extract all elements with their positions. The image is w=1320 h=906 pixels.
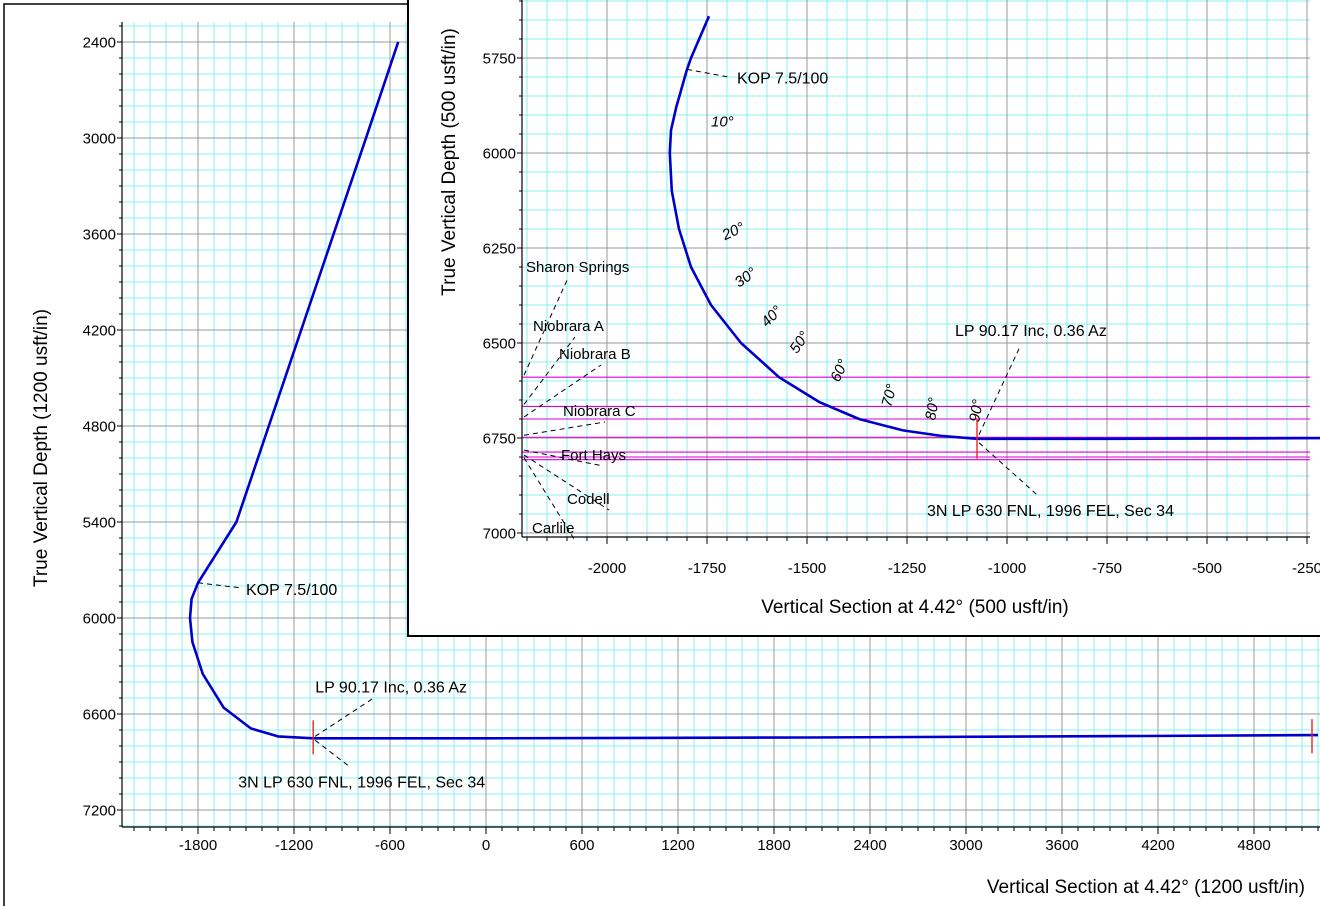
inclination-label: 90° xyxy=(966,398,987,423)
inset-frame xyxy=(407,0,1320,637)
formation-label: Niobrara A xyxy=(533,318,604,335)
formation-label: Niobrara C xyxy=(563,403,636,420)
y-tick-label: 6000 xyxy=(83,610,116,627)
x-tick-label: 1800 xyxy=(757,837,790,854)
kop-label: KOP 7.5/100 xyxy=(737,70,828,87)
x-tick-label: -1500 xyxy=(788,560,826,577)
y-tick-label: 6500 xyxy=(483,335,516,352)
x-tick-label: 600 xyxy=(569,837,594,854)
formation-label: Codell xyxy=(567,491,610,508)
y-tick-label: 2400 xyxy=(83,34,116,51)
x-tick-label: -250 xyxy=(1292,560,1320,577)
x-tick-label: 4200 xyxy=(1141,837,1174,854)
formation-label: Carlile xyxy=(532,520,575,537)
main-axes xyxy=(117,22,1320,834)
x-tick-label: 3000 xyxy=(949,837,982,854)
leader-line xyxy=(523,421,606,436)
inset-wellpath xyxy=(668,15,1320,441)
leader-line xyxy=(314,697,374,737)
x-tick-label: 0 xyxy=(482,837,490,854)
inset-formation-lines xyxy=(522,376,1310,461)
x-tick-label: -1250 xyxy=(888,560,926,577)
y-tick-label: 7200 xyxy=(83,802,116,819)
landing-point-label: 3N LP 630 FNL, 1996 FEL, Sec 34 xyxy=(238,774,485,791)
x-tick-label: -600 xyxy=(375,837,405,854)
wellpath-line xyxy=(188,41,1319,740)
landing-point-label: 3N LP 630 FNL, 1996 FEL, Sec 34 xyxy=(927,503,1174,520)
y-tick-label: 5400 xyxy=(83,514,116,531)
x-tick-label: 1200 xyxy=(661,837,694,854)
x-tick-label: -2000 xyxy=(588,560,626,577)
main-wellpath xyxy=(188,41,1319,740)
x-tick-label: 2400 xyxy=(853,837,886,854)
y-tick-label: 5750 xyxy=(483,50,516,67)
x-tick-label: -1000 xyxy=(988,560,1026,577)
inset-y-axis-label: True Vertical Depth (500 usft/in) xyxy=(439,28,460,296)
x-tick-label: -500 xyxy=(1192,560,1222,577)
y-tick-label: 4200 xyxy=(83,322,116,339)
y-tick-label: 6250 xyxy=(483,240,516,257)
leader-line xyxy=(523,364,602,418)
y-tick-label: 4800 xyxy=(83,418,116,435)
y-tick-label: 6000 xyxy=(483,145,516,162)
y-tick-label: 6600 xyxy=(83,706,116,723)
inset-x-axis-label: Vertical Section at 4.42° (500 usft/in) xyxy=(761,597,1069,618)
inset-chart: -2000 -1750 -1500 -1250 -1000 -750 -500 -250 575… xyxy=(407,0,1320,637)
leader-line xyxy=(978,442,1038,496)
formation-label: Niobrara B xyxy=(559,346,631,363)
x-tick-label: -750 xyxy=(1092,560,1122,577)
main-y-axis-label: True Vertical Depth (1200 usft/in) xyxy=(31,309,52,587)
x-tick-label: 4800 xyxy=(1237,837,1270,854)
leader-line xyxy=(314,739,350,767)
leader-line xyxy=(686,68,732,78)
inclination-label: 10° xyxy=(711,113,734,130)
y-tick-label: 3000 xyxy=(83,130,116,147)
lp-label: LP 90.17 Inc, 0.36 Az xyxy=(315,679,467,696)
leader-line xyxy=(523,449,604,467)
y-tick-label: 3600 xyxy=(83,226,116,243)
x-tick-label: -1800 xyxy=(179,837,217,854)
formation-label: Sharon Springs xyxy=(526,259,629,276)
main-tick-labels: -1800 -1200 -600 0 600 1200 1800 2400 3000 3600 42… xyxy=(83,34,1271,854)
main-annotations: KOP 7.5/100 LP 90.17 Inc, 0.36 Az 3N LP 63… xyxy=(197,582,1313,791)
inset-annotations: KOP 7.5/100 LP 90.17 Inc, 0.36 Az 3N LP 63… xyxy=(686,68,1174,520)
x-tick-label: -1750 xyxy=(688,560,726,577)
inset-formation-labels: Sharon Springs Niobrara A Niobrara B Niobra… xyxy=(523,259,636,540)
lp-label: LP 90.17 Inc, 0.36 Az xyxy=(955,323,1107,340)
inclination-label: 70° xyxy=(878,382,900,408)
x-tick-label: 3600 xyxy=(1045,837,1078,854)
y-tick-label: 6750 xyxy=(483,430,516,447)
leader-line xyxy=(523,457,575,540)
leader-line xyxy=(523,454,610,511)
leader-line xyxy=(978,348,1020,435)
kop-label: KOP 7.5/100 xyxy=(246,582,337,599)
x-tick-label: -1200 xyxy=(275,837,313,854)
inset-tick-labels: -2000 -1750 -1500 -1250 -1000 -750 -500 -250 575… xyxy=(483,50,1320,577)
main-x-axis-label: Vertical Section at 4.42° (1200 usft/in) xyxy=(987,877,1305,898)
wellpath-line xyxy=(668,15,1320,441)
y-tick-label: 7000 xyxy=(483,525,516,542)
inclination-label: 80° xyxy=(922,396,943,421)
formation-label: Fort Hays xyxy=(561,447,626,464)
inset-major-grid xyxy=(522,0,1310,537)
inset-axes xyxy=(517,0,1310,544)
leader-line xyxy=(197,582,241,589)
